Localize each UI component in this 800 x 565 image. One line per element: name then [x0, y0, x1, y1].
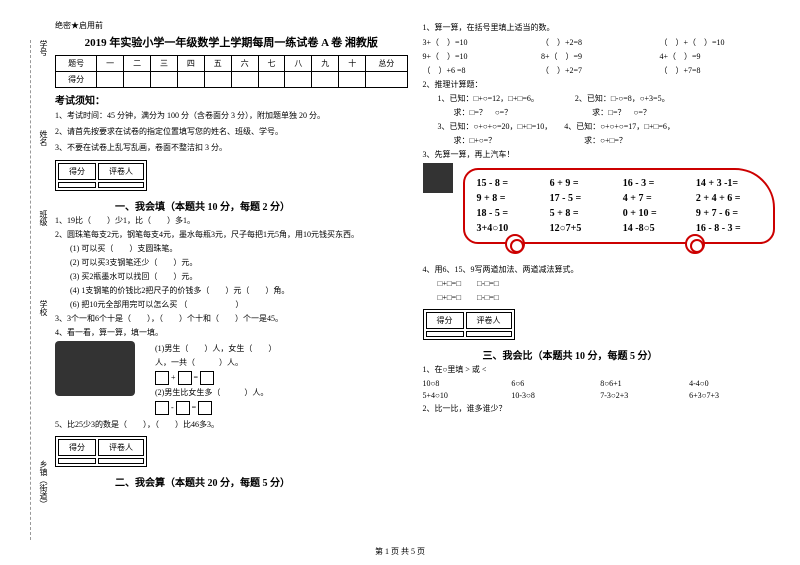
exam-title: 2019 年实验小学一年级数学上学期每周一练试卷 A 卷 湘教版 [55, 34, 408, 50]
page-footer: 第 1 页 共 5 页 [0, 546, 800, 557]
reasoning-q: 1、已知：□+○=12，□+□=6。 2、已知：□-○=8，○+3=5。 [423, 93, 776, 105]
sub-question: 人，一共（ ）人。 [155, 357, 276, 369]
question: 2、推理计算题： [423, 79, 776, 91]
equation-template: □+□=□ □-□=□ [423, 292, 776, 304]
section-score-box: 得分评卷人 [423, 309, 515, 340]
binding-margin: 学号 姓名 班级 学校 乡镇（街道） [10, 20, 50, 540]
reasoning-q: 3、已知：○+○+○=20，□+□=10， 4、已知：○+○+○=17，□+□=… [423, 121, 776, 133]
margin-label-1: 学号 [38, 40, 49, 56]
section-3-title: 三、我会比（本题共 10 分，每题 5 分） [483, 347, 776, 362]
calc-row: 3+（ ）=10（ ）+2=8（ ）+（ ）=10 [423, 37, 776, 48]
section-1-title: 一、我会填（本题共 10 分，每题 2 分） [115, 198, 408, 213]
section-score-box: 得分评卷人 [55, 436, 147, 467]
margin-label-4: 学校 [38, 300, 49, 316]
secrecy-tag: 绝密★启用前 [55, 20, 408, 31]
children-illustration [55, 341, 135, 396]
table-row: 得分 [56, 72, 408, 88]
bus-shape: 15 - 8 =6 + 9 =16 - 3 =14 + 3 -1= 9 + 8 … [463, 168, 776, 244]
table-row: 题号一 二三 四五 六七 八九 十总分 [56, 56, 408, 72]
sub-question: (3) 买2瓶墨水可以找回（ ）元。 [55, 271, 408, 283]
compare-row: 10○86○68○6+14-4○0 [423, 379, 776, 388]
equation-boxes: + = [155, 371, 276, 385]
equation-template: □+□=□ □-□=□ [423, 278, 776, 290]
notice-item: 3、不要在试卷上乱写乱画，卷面不整洁扣 3 分。 [55, 142, 408, 155]
fold-line [30, 40, 31, 540]
notice-item: 2、请首先按要求在试卷的指定位置填写您的姓名、班级、学号。 [55, 126, 408, 139]
question: 4、看一看，算一算，填一填。 [55, 327, 408, 339]
question: 2、圆珠笔每支2元，钢笔每支4元，墨水每瓶3元，尺子每把1元5角，用10元钱买东… [55, 229, 408, 241]
reasoning-q: 求：□+○=？ 求：○+□=？ [423, 135, 776, 147]
question: 1、在○里填 > 或 < [423, 364, 776, 376]
sub-question: (2)男生比女生多（ ）人。 [155, 387, 276, 399]
question: 1、算一算，在括号里填上适当的数。 [423, 22, 776, 34]
notice-item: 1、考试时间：45 分钟，满分为 100 分（含卷面分 3 分），附加题单独 2… [55, 110, 408, 123]
margin-label-5: 乡镇（街道） [38, 460, 49, 508]
question: 1、19比（ ）少1，比（ ）多1。 [55, 215, 408, 227]
compare-row: 5+4○1010-3○87-3○2+36+3○7+3 [423, 391, 776, 400]
question: 2、比一比，谁多谁少？ [423, 403, 776, 415]
section-score-box: 得分评卷人 [55, 160, 147, 191]
sub-question: (6) 把10元全部用完可以怎么买 （ ） [55, 299, 408, 311]
question: 4、用6、15、9写两道加法、两道减法算式。 [423, 264, 776, 276]
sub-question: (4) 1支钢笔的价钱比2把尺子的价钱多（ ）元（ ）角。 [55, 285, 408, 297]
sub-question: (2) 可以买3支钢笔还少（ ）元。 [55, 257, 408, 269]
bus-wheels [505, 234, 705, 254]
page-content: 绝密★启用前 2019 年实验小学一年级数学上学期每周一练试卷 A 卷 湘教版 … [0, 0, 800, 501]
bus-problems: 15 - 8 =6 + 9 =16 - 3 =14 + 3 -1= 9 + 8 … [477, 178, 762, 234]
score-table: 题号一 二三 四五 六七 八九 十总分 得分 [55, 55, 408, 88]
child-icon [423, 163, 453, 193]
left-column: 绝密★启用前 2019 年实验小学一年级数学上学期每周一练试卷 A 卷 湘教版 … [55, 20, 408, 491]
sub-question: (1) 可以买（ ）支圆珠笔。 [55, 243, 408, 255]
question: 5、比25少3的数是（ ），（ ）比46多3。 [55, 419, 408, 431]
calc-row: （ ）+6 =8（ ）+2=7（ ）+7=8 [423, 65, 776, 76]
question: 3、3个一和6个十是（ ），（ ）个十和（ ）个一是45。 [55, 313, 408, 325]
question: 3、先算一算，再上汽车！ [423, 149, 776, 161]
margin-label-2: 姓名 [38, 130, 49, 146]
q4-layout: (1)男生（ ）人，女生（ ） 人，一共（ ）人。 + = (2)男生比女生多（… [55, 341, 408, 417]
reasoning-q: 求：□=？ ○=？ 求：□=？ ○=？ [423, 107, 776, 119]
equation-boxes: - = [155, 401, 276, 415]
right-column: 1、算一算，在括号里填上适当的数。 3+（ ）=10（ ）+2=8（ ）+（ ）… [423, 20, 776, 491]
margin-label-3: 班级 [38, 210, 49, 226]
section-2-title: 二、我会算（本题共 20 分，每题 5 分） [115, 474, 408, 489]
calc-row: 9+（ ）=108+（ ）=94+（ ）=9 [423, 51, 776, 62]
sub-question: (1)男生（ ）人，女生（ ） [155, 343, 276, 355]
notice-title: 考试须知： [55, 92, 408, 107]
